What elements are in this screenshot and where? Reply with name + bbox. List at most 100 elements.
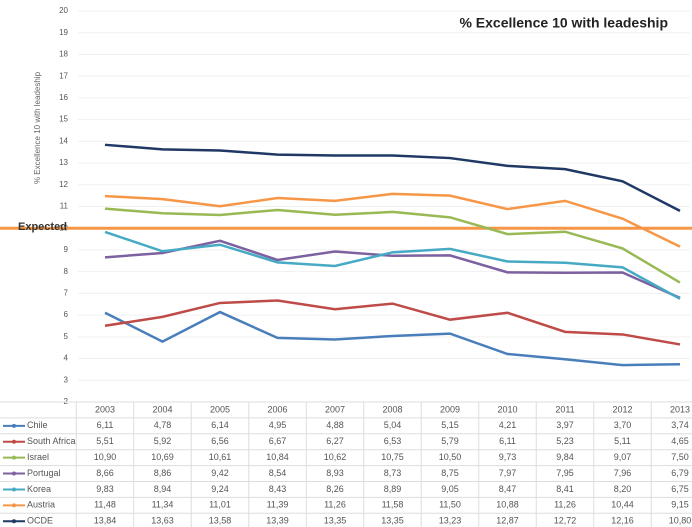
legend-marker bbox=[12, 439, 16, 444]
table-value: 8,75 bbox=[441, 468, 459, 478]
series-line bbox=[104, 310, 681, 367]
table-value: 11,01 bbox=[209, 500, 231, 510]
legend-label: Israel bbox=[27, 452, 49, 462]
table-value: 8,54 bbox=[269, 468, 287, 478]
table-value: 11,58 bbox=[382, 500, 404, 510]
y-tick-label: 7 bbox=[64, 288, 69, 297]
table-value: 13,84 bbox=[94, 516, 117, 526]
table-value: 10,69 bbox=[151, 452, 174, 462]
y-axis-label: % Excellence 10 with leadeship bbox=[33, 71, 42, 184]
series-line bbox=[104, 230, 681, 300]
table-value: 7,97 bbox=[499, 468, 517, 478]
table-value: 10,50 bbox=[439, 452, 462, 462]
table-value: 3,74 bbox=[671, 420, 689, 430]
table-value: 10,44 bbox=[611, 500, 634, 510]
table-value: 5,92 bbox=[154, 436, 172, 446]
legend-marker bbox=[12, 487, 16, 492]
series-line bbox=[104, 143, 681, 212]
table-value: 13,58 bbox=[209, 516, 232, 526]
y-tick-label: 11 bbox=[60, 202, 69, 211]
table-value: 7,96 bbox=[614, 468, 632, 478]
table-value: 9,73 bbox=[499, 452, 517, 462]
x-tick-label: 2006 bbox=[267, 404, 287, 414]
x-tick-label: 2004 bbox=[152, 404, 172, 414]
series-line bbox=[104, 192, 681, 248]
y-tick-label: 12 bbox=[59, 180, 68, 189]
y-tick-label: 20 bbox=[59, 6, 68, 15]
legend-label: Portugal bbox=[27, 468, 61, 478]
table-value: 5,11 bbox=[614, 436, 631, 446]
table-value: 3,97 bbox=[556, 420, 574, 430]
legend-marker bbox=[12, 471, 16, 476]
table-value: 13,35 bbox=[324, 516, 347, 526]
table-value: 8,26 bbox=[326, 484, 344, 494]
legend-marker bbox=[12, 503, 16, 508]
table-value: 10,62 bbox=[324, 452, 347, 462]
y-tick-label: 18 bbox=[59, 50, 68, 59]
table-value: 8,94 bbox=[154, 484, 172, 494]
x-tick-label: 2012 bbox=[612, 404, 632, 414]
table-value: 6,53 bbox=[384, 436, 402, 446]
table-value: 10,84 bbox=[266, 452, 289, 462]
series-line bbox=[104, 299, 681, 346]
table-value: 8,20 bbox=[614, 484, 632, 494]
table-value: 5,15 bbox=[441, 420, 459, 430]
table-value: 12,72 bbox=[554, 516, 577, 526]
table-value: 11,48 bbox=[94, 500, 116, 510]
table-value: 9,24 bbox=[211, 484, 229, 494]
chart-title: % Excellence 10 with leadeship bbox=[459, 15, 668, 31]
y-tick-label: 16 bbox=[59, 93, 68, 102]
table-value: 4,78 bbox=[154, 420, 172, 430]
table-value: 12,87 bbox=[496, 516, 519, 526]
reference-label: Expected bbox=[18, 221, 67, 233]
series-line bbox=[104, 207, 681, 284]
table-value: 8,47 bbox=[499, 484, 517, 494]
table-value: 6,75 bbox=[671, 484, 689, 494]
table-value: 10,90 bbox=[94, 452, 117, 462]
table-value: 5,04 bbox=[384, 420, 402, 430]
y-tick-label: 14 bbox=[59, 136, 68, 145]
x-tick-label: 2011 bbox=[555, 404, 574, 414]
y-tick-label: 8 bbox=[64, 267, 69, 276]
table-value: 8,73 bbox=[384, 468, 402, 478]
y-tick-label: 17 bbox=[59, 71, 68, 80]
y-tick-label: 4 bbox=[64, 354, 69, 363]
series-line bbox=[104, 239, 681, 300]
table-value: 13,39 bbox=[266, 516, 289, 526]
table-value: 6,79 bbox=[671, 468, 689, 478]
table-value: 8,93 bbox=[326, 468, 344, 478]
table-value: 6,67 bbox=[269, 436, 287, 446]
y-tick-label: 6 bbox=[64, 310, 69, 319]
table-value: 6,11 bbox=[97, 420, 114, 430]
legend-marker bbox=[12, 519, 16, 524]
table-value: 12,16 bbox=[611, 516, 634, 526]
table-value: 10,61 bbox=[209, 452, 232, 462]
legend-label: South Africa bbox=[27, 436, 76, 446]
table-value: 10,88 bbox=[496, 500, 519, 510]
table-value: 4,21 bbox=[499, 420, 517, 430]
table-value: 7,95 bbox=[556, 468, 574, 478]
x-tick-label: 2003 bbox=[95, 404, 115, 414]
x-tick-label: 2010 bbox=[497, 404, 517, 414]
table-value: 8,89 bbox=[384, 484, 402, 494]
y-tick-label: 9 bbox=[64, 245, 69, 254]
table-value: 4,95 bbox=[269, 420, 287, 430]
table-value: 9,84 bbox=[556, 452, 574, 462]
table-value: 7,50 bbox=[671, 452, 689, 462]
y-tick-label: 13 bbox=[59, 158, 68, 167]
table-value: 8,66 bbox=[96, 468, 114, 478]
table-value: 13,63 bbox=[151, 516, 174, 526]
table-value: 6,27 bbox=[326, 436, 344, 446]
table-value: 9,15 bbox=[671, 500, 689, 510]
x-tick-label: 2013 bbox=[670, 404, 690, 414]
table-value: 10,75 bbox=[381, 452, 404, 462]
x-tick-label: 2007 bbox=[325, 404, 345, 414]
table-value: 4,65 bbox=[671, 436, 689, 446]
legend-label: Chile bbox=[27, 420, 48, 430]
table-value: 6,56 bbox=[211, 436, 229, 446]
y-tick-label: 15 bbox=[59, 115, 68, 124]
legend-label: Korea bbox=[27, 484, 51, 494]
table-value: 3,70 bbox=[614, 420, 632, 430]
table-value: 9,83 bbox=[96, 484, 114, 494]
y-tick-label: 5 bbox=[64, 332, 69, 341]
